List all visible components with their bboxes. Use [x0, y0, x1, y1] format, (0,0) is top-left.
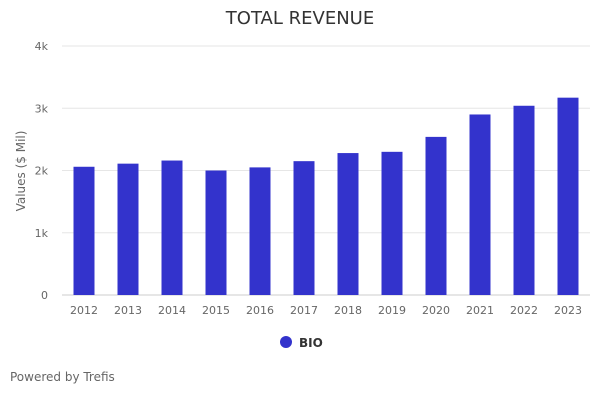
x-tick-label: 2016 [246, 304, 274, 317]
y-axis-label: Values ($ Mil) [14, 131, 28, 212]
bars [73, 97, 579, 296]
bar-2020[interactable] [425, 136, 447, 295]
y-tick-label: 0 [41, 289, 48, 302]
x-tick-label: 2012 [70, 304, 98, 317]
chart-title: TOTAL REVENUE [225, 8, 374, 29]
legend-marker-bio [280, 336, 292, 348]
x-axis-ticks: 2012 2013 2014 2015 2016 2017 2018 2019 2020 2021… [70, 304, 582, 317]
bar-2021[interactable] [469, 114, 491, 295]
x-tick-label: 2014 [158, 304, 186, 317]
x-tick-label: 2019 [378, 304, 406, 317]
x-tick-label: 2022 [510, 304, 538, 317]
x-tick-label: 2021 [466, 304, 494, 317]
x-tick-label: 2017 [290, 304, 318, 317]
y-tick-label: 4k [35, 40, 49, 53]
bar-2023[interactable] [557, 97, 579, 295]
y-axis-ticks: 0 1k 2k 3k 4k [35, 40, 49, 302]
legend-label-bio: BIO [299, 336, 323, 350]
x-tick-label: 2013 [114, 304, 142, 317]
bar-2014[interactable] [161, 160, 183, 295]
bar-2012[interactable] [73, 166, 95, 295]
x-tick-label: 2020 [422, 304, 450, 317]
bar-2022[interactable] [513, 105, 535, 295]
y-tick-label: 1k [35, 227, 49, 240]
y-tick-label: 3k [35, 102, 49, 115]
bar-2016[interactable] [249, 167, 271, 295]
bar-2019[interactable] [381, 151, 403, 295]
x-tick-label: 2015 [202, 304, 230, 317]
bar-2018[interactable] [337, 153, 359, 295]
powered-by-footer[interactable]: Powered by Trefis [10, 370, 115, 384]
grid-lines [62, 45, 590, 296]
x-tick-label: 2018 [334, 304, 362, 317]
x-tick-label: 2023 [554, 304, 582, 317]
bar-2017[interactable] [293, 161, 315, 295]
y-tick-label: 2k [35, 165, 49, 178]
legend[interactable]: BIO [280, 336, 323, 350]
bar-2015[interactable] [205, 170, 227, 296]
bar-2013[interactable] [117, 163, 139, 295]
